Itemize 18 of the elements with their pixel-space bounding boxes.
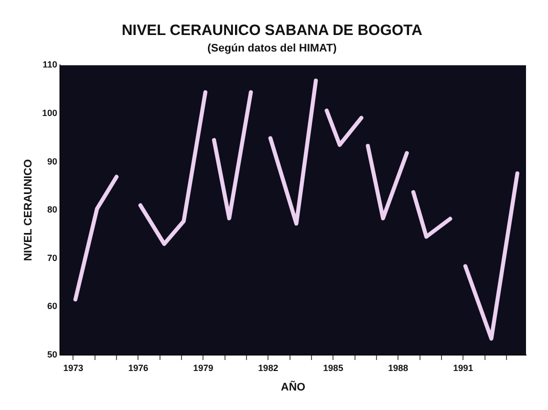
x-tick-label: 1988: [388, 362, 408, 373]
y-tick-label: 90: [47, 156, 58, 166]
y-tick-label: 110: [42, 60, 58, 70]
y-tick-label: 50: [47, 349, 58, 360]
y-tick-label: 70: [47, 252, 58, 263]
x-axis-title: AÑO: [280, 380, 306, 394]
x-tick-label: 1985: [323, 362, 344, 373]
x-tick-label: 1982: [258, 362, 278, 373]
y-tick-label: 100: [42, 108, 58, 118]
chart-title: NIVEL CERAUNICO SABANA DE BOGOTA: [122, 22, 422, 40]
x-tick-label: 1976: [128, 362, 148, 373]
x-tick-label: 1973: [63, 362, 84, 373]
y-tick-label: 80: [47, 204, 58, 215]
y-tick-label: 60: [47, 301, 58, 312]
x-tick-label: 1991: [453, 362, 474, 373]
chart-subtitle: (Según datos del HIMAT): [207, 42, 338, 55]
x-tick-label: 1979: [193, 362, 214, 373]
y-axis-title: NIVEL CERAUNICO: [22, 158, 35, 262]
